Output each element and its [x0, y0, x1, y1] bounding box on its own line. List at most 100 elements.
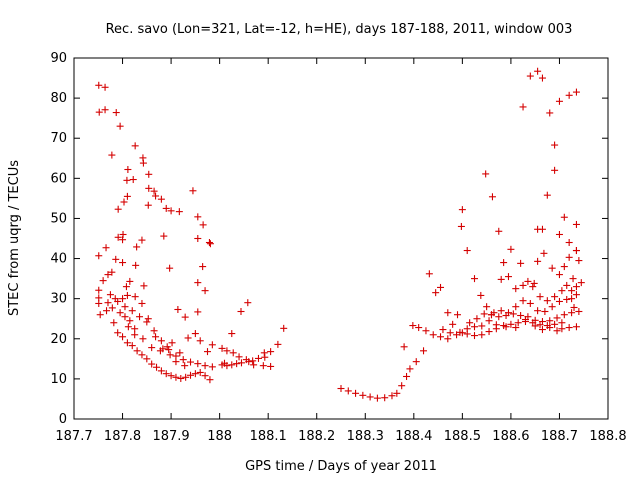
data-point: [422, 327, 429, 334]
data-point: [512, 303, 519, 310]
data-point: [437, 284, 444, 291]
data-point: [139, 335, 146, 342]
data-point: [185, 334, 192, 341]
data-point: [138, 300, 145, 307]
data-point: [126, 278, 133, 285]
data-point: [527, 300, 534, 307]
data-point: [544, 192, 551, 199]
x-tick-label: 188.1: [250, 429, 287, 444]
x-axis-label: GPS time / Days of year 2011: [245, 459, 437, 474]
data-point: [439, 326, 446, 333]
x-tick-label: 188.6: [492, 429, 529, 444]
data-point: [204, 348, 211, 355]
data-point: [520, 103, 527, 110]
data-point: [152, 333, 159, 340]
data-point: [566, 92, 573, 99]
data-point: [194, 213, 201, 220]
data-point: [132, 293, 139, 300]
data-point: [568, 295, 575, 302]
data-point: [573, 323, 580, 330]
data-point: [510, 310, 517, 317]
data-point: [131, 325, 138, 332]
y-tick-label: 80: [50, 91, 67, 106]
data-point: [194, 235, 201, 242]
data-point: [529, 283, 536, 290]
data-point: [512, 285, 519, 292]
data-point: [398, 382, 405, 389]
x-tick-label: 187.8: [104, 429, 141, 444]
data-point: [478, 322, 485, 329]
data-point: [537, 293, 544, 300]
data-point: [129, 307, 136, 314]
y-tick-label: 30: [50, 292, 67, 307]
data-point: [174, 306, 181, 313]
data-point: [473, 315, 480, 322]
data-point: [95, 287, 102, 294]
data-point: [124, 193, 131, 200]
data-point: [202, 372, 209, 379]
data-point: [477, 292, 484, 299]
data-point: [517, 260, 524, 267]
data-point: [471, 323, 478, 330]
y-tick-label: 10: [50, 372, 67, 387]
data-point: [540, 250, 547, 257]
data-point: [104, 299, 111, 306]
data-point: [169, 339, 176, 346]
data-point: [498, 307, 505, 314]
data-point: [413, 358, 420, 365]
data-point: [544, 297, 551, 304]
x-tick-label: 188.8: [589, 429, 626, 444]
data-point: [132, 262, 139, 269]
data-point: [359, 392, 366, 399]
data-point: [575, 308, 582, 315]
data-point: [192, 330, 199, 337]
data-point: [143, 318, 150, 325]
data-point: [573, 89, 580, 96]
data-point: [172, 358, 179, 365]
data-point: [478, 331, 485, 338]
data-point: [458, 223, 465, 230]
data-point: [160, 233, 167, 240]
data-point: [541, 308, 548, 315]
data-point: [176, 349, 183, 356]
data-point: [108, 152, 115, 159]
plot-area-frame: [74, 58, 608, 419]
data-point: [454, 311, 461, 318]
data-point: [136, 313, 143, 320]
data-point: [121, 198, 128, 205]
data-point: [507, 246, 514, 253]
data-point: [464, 325, 471, 332]
data-point: [112, 256, 119, 263]
data-point: [520, 282, 527, 289]
data-point: [114, 329, 121, 336]
y-tick-label: 20: [50, 332, 67, 347]
data-point: [148, 344, 155, 351]
data-point: [573, 247, 580, 254]
data-point: [500, 259, 507, 266]
data-point: [345, 387, 352, 394]
data-point: [459, 206, 466, 213]
data-point: [381, 394, 388, 401]
data-point: [561, 311, 568, 318]
data-point: [551, 321, 558, 328]
data-point: [486, 317, 493, 324]
data-point: [125, 323, 132, 330]
data-point: [420, 347, 427, 354]
data-point: [140, 160, 147, 167]
data-point: [197, 337, 204, 344]
data-point: [132, 142, 139, 149]
data-point: [551, 142, 558, 149]
data-point: [561, 263, 568, 270]
y-tick-label: 60: [50, 171, 67, 186]
data-point: [561, 214, 568, 221]
data-point: [520, 297, 527, 304]
data-point: [207, 240, 214, 247]
data-point: [403, 373, 410, 380]
data-point: [570, 275, 577, 282]
data-point: [505, 273, 512, 280]
data-point: [573, 283, 580, 290]
data-point: [483, 303, 490, 310]
data-point: [466, 319, 473, 326]
data-point: [558, 287, 565, 294]
data-point: [551, 167, 558, 174]
